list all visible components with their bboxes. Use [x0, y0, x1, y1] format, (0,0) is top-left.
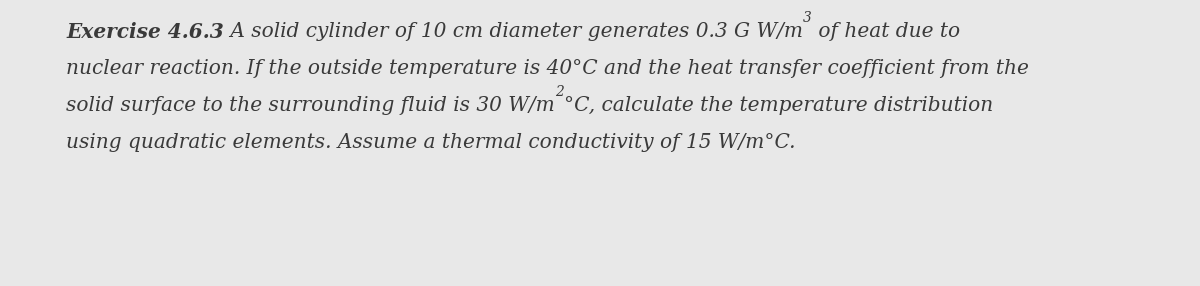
Text: solid surface to the surrounding fluid is 30 W/m: solid surface to the surrounding fluid i…: [66, 96, 554, 115]
Text: A solid cylinder of 10 cm diameter generates 0.3 G W/m: A solid cylinder of 10 cm diameter gener…: [223, 22, 803, 41]
Text: using quadratic elements. Assume a thermal conductivity of 15 W/m°C.: using quadratic elements. Assume a therm…: [66, 133, 796, 152]
Text: Exercise 4.6.3: Exercise 4.6.3: [66, 22, 223, 42]
Text: nuclear reaction. If the outside temperature is 40°C and the heat transfer coeff: nuclear reaction. If the outside tempera…: [66, 59, 1028, 78]
Text: 2: 2: [554, 85, 564, 99]
Text: of heat due to: of heat due to: [811, 22, 960, 41]
Text: 3: 3: [803, 11, 811, 25]
Text: °C, calculate the temperature distribution: °C, calculate the temperature distributi…: [564, 96, 992, 115]
